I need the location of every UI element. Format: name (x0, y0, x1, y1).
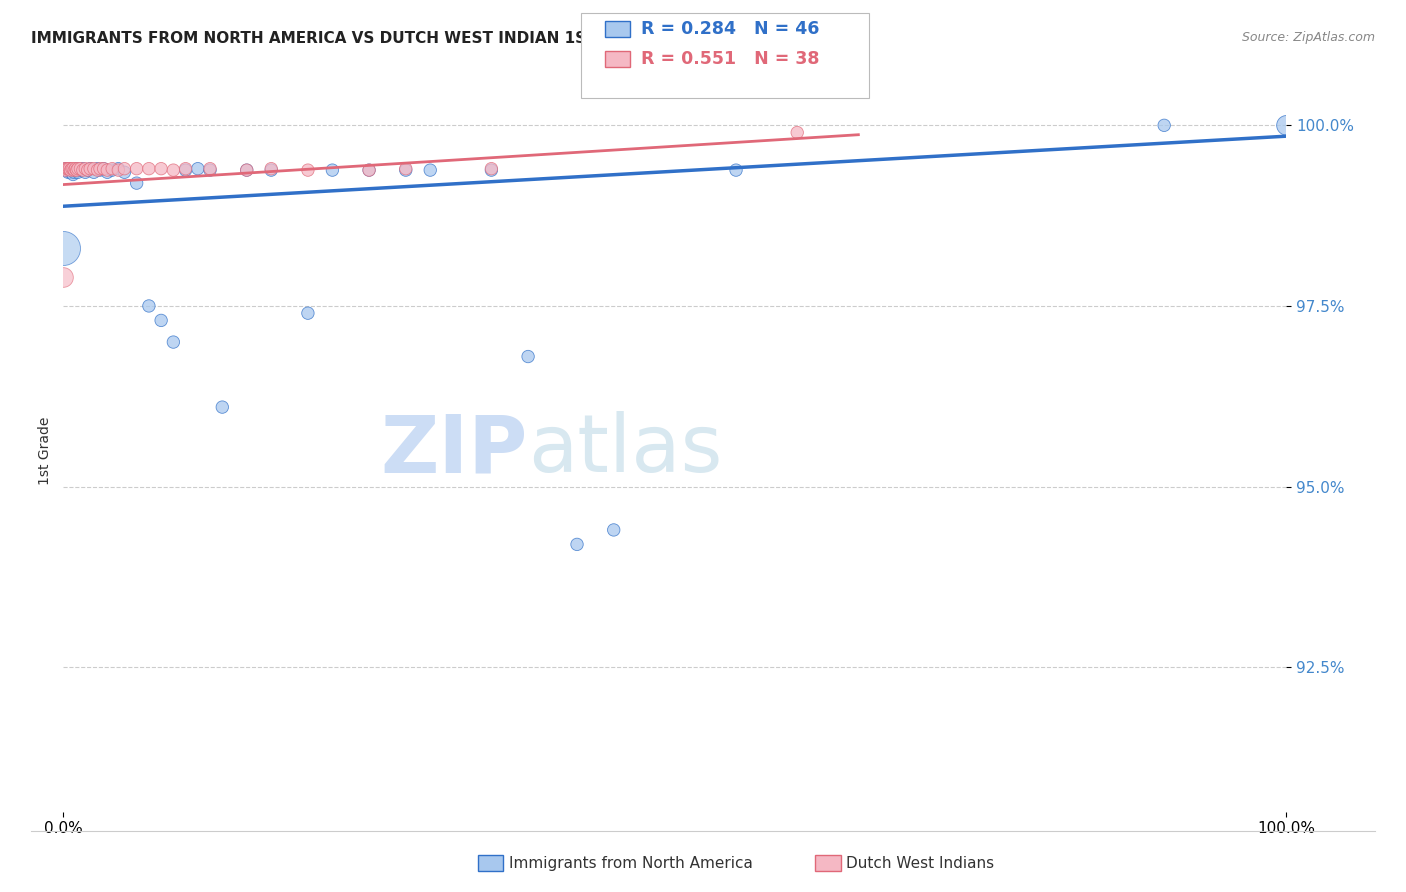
Point (565, 537, 588, 551)
Point (101, 163, 124, 178)
Point (357, 163, 380, 178)
Point (75, 161, 97, 176)
Point (75, 165, 97, 179)
Point (52, 241, 75, 255)
Point (63, 163, 86, 178)
Point (55, 163, 77, 178)
Point (235, 163, 259, 178)
Point (114, 165, 135, 179)
Point (56, 161, 79, 176)
Point (56, 161, 79, 176)
Point (66, 165, 89, 179)
Point (62, 161, 84, 176)
Point (60, 161, 83, 176)
Point (65, 163, 87, 178)
Point (83, 165, 105, 179)
Point (517, 350, 540, 364)
Point (56, 161, 79, 176)
Text: IMMIGRANTS FROM NORTH AMERICA VS DUTCH WEST INDIAN 1ST GRADE CORRELATION CHART: IMMIGRANTS FROM NORTH AMERICA VS DUTCH W… (31, 31, 849, 46)
Y-axis label: 1st Grade: 1st Grade (38, 417, 52, 484)
Point (321, 163, 343, 178)
Point (786, 126, 808, 140)
Point (89, 161, 111, 176)
Point (297, 163, 319, 178)
Point (55, 161, 77, 176)
Point (66, 161, 89, 176)
Point (125, 176, 148, 190)
Point (357, 163, 380, 178)
Point (107, 163, 129, 178)
Point (58, 161, 80, 176)
Point (138, 161, 160, 176)
Point (96, 163, 118, 178)
Text: Source: ZipAtlas.com: Source: ZipAtlas.com (1241, 31, 1375, 45)
Point (59, 163, 82, 178)
Text: ZIP: ZIP (381, 411, 529, 490)
Point (76, 163, 98, 178)
Point (725, 163, 748, 178)
Point (260, 161, 283, 176)
Point (59, 165, 82, 179)
Point (603, 523, 626, 537)
Point (83, 161, 105, 176)
Point (481, 163, 503, 178)
Point (297, 306, 319, 320)
Point (101, 161, 124, 176)
Point (162, 334, 184, 349)
Point (1275, 118, 1298, 132)
Point (150, 313, 173, 327)
Text: Immigrants from North America: Immigrants from North America (509, 856, 752, 871)
Point (107, 161, 129, 176)
Point (162, 163, 184, 178)
Point (86, 161, 108, 176)
Point (125, 161, 148, 176)
Point (79, 161, 101, 176)
Point (150, 161, 173, 176)
Point (66, 163, 89, 178)
Text: R = 0.551   N = 38: R = 0.551 N = 38 (641, 50, 820, 68)
Point (72, 161, 94, 176)
Point (93, 161, 115, 176)
Point (198, 161, 221, 176)
Point (53, 161, 76, 176)
Point (96, 165, 118, 179)
Point (69, 161, 91, 176)
Point (52, 270, 75, 285)
Point (65, 161, 87, 176)
Point (89, 163, 111, 178)
Point (58, 161, 80, 176)
Point (211, 400, 233, 414)
Point (395, 161, 418, 176)
Point (481, 161, 503, 176)
Text: atlas: atlas (529, 411, 723, 490)
Point (174, 161, 197, 176)
Point (419, 163, 441, 178)
Point (56, 165, 79, 179)
Point (260, 163, 283, 178)
Point (69, 163, 91, 178)
Point (198, 163, 221, 178)
Text: R = 0.284   N = 46: R = 0.284 N = 46 (641, 21, 820, 38)
Point (114, 161, 135, 176)
Point (66, 161, 89, 176)
Point (1153, 118, 1175, 132)
Point (187, 161, 209, 176)
Text: Dutch West Indians: Dutch West Indians (846, 856, 994, 871)
Point (60, 163, 83, 178)
Point (76, 163, 98, 178)
Point (174, 163, 197, 178)
Point (395, 163, 418, 178)
Point (79, 161, 101, 176)
Point (138, 299, 160, 313)
Point (72, 163, 94, 178)
Point (93, 161, 115, 176)
Point (63, 165, 86, 179)
Point (235, 163, 259, 178)
Point (86, 163, 108, 178)
Point (62, 168, 84, 182)
